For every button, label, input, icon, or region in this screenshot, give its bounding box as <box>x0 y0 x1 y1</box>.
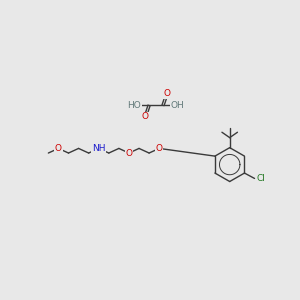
Text: O: O <box>164 89 170 98</box>
Text: O: O <box>156 144 163 153</box>
Text: Cl: Cl <box>256 174 265 183</box>
Text: O: O <box>125 148 133 158</box>
Text: NH: NH <box>92 144 106 153</box>
Text: O: O <box>142 112 149 121</box>
Text: OH: OH <box>171 101 185 110</box>
Text: HO: HO <box>128 101 141 110</box>
Text: O: O <box>55 144 62 153</box>
